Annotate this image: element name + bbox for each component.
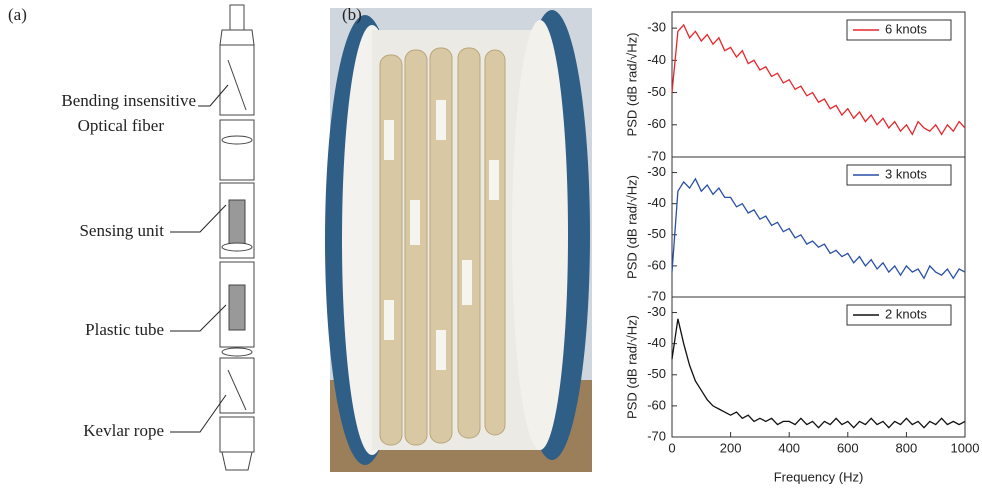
- diagram-label: Optical fiber: [78, 116, 165, 135]
- y-tick-label: -70: [647, 288, 666, 303]
- psd-line: [671, 318, 966, 429]
- legend-box: [846, 19, 952, 41]
- y-axis-label: PSD (dB rad/√Hz): [624, 175, 639, 279]
- y-tick-label: -60: [647, 257, 666, 272]
- y-tick-label: -40: [647, 52, 666, 67]
- y-tick-label: -70: [647, 428, 666, 443]
- x-tick-label: 800: [896, 440, 918, 455]
- psd-line: [671, 23, 966, 136]
- y-tick-label: -50: [647, 84, 666, 99]
- x-tick-label: 0: [668, 440, 675, 455]
- psd-line: [671, 177, 966, 280]
- y-tick-label: -30: [647, 164, 666, 179]
- legend-label: 3 knots: [885, 166, 927, 181]
- panel-label: (b): [342, 5, 362, 24]
- x-tick-label: 200: [720, 440, 742, 455]
- y-tick-label: -50: [647, 366, 666, 381]
- y-tick-label: -60: [647, 397, 666, 412]
- cable-diagram: [219, 4, 255, 471]
- legend-label: 6 knots: [885, 21, 927, 36]
- panel-label: (a): [8, 5, 27, 24]
- y-tick-label: -70: [647, 148, 666, 163]
- diagram-label: Kevlar rope: [83, 421, 164, 440]
- x-tick-label: 400: [778, 440, 800, 455]
- y-tick-label: -40: [647, 195, 666, 210]
- reel-photo: [325, 8, 592, 472]
- legend-box: [846, 304, 952, 326]
- diagram-label: Sensing unit: [79, 221, 164, 240]
- legend-label: 2 knots: [885, 306, 927, 321]
- y-axis-label: PSD (dB rad/√Hz): [624, 315, 639, 419]
- y-tick-label: -30: [647, 20, 666, 35]
- y-tick-label: -50: [647, 226, 666, 241]
- diagram-label: Plastic tube: [85, 320, 164, 339]
- x-tick-label: 1000: [951, 440, 980, 455]
- y-tick-label: -30: [647, 304, 666, 319]
- x-axis-label: Frequency (Hz): [774, 469, 864, 484]
- y-tick-label: -40: [647, 335, 666, 350]
- plot-frame: [671, 296, 966, 438]
- y-axis-label: PSD (dB rad/√Hz): [624, 33, 639, 137]
- legend-box: [846, 164, 952, 186]
- leader-lines: [170, 84, 229, 433]
- x-tick-label: 600: [837, 440, 859, 455]
- y-tick-label: -60: [647, 116, 666, 131]
- diagram-label: Bending insensitive: [61, 91, 196, 110]
